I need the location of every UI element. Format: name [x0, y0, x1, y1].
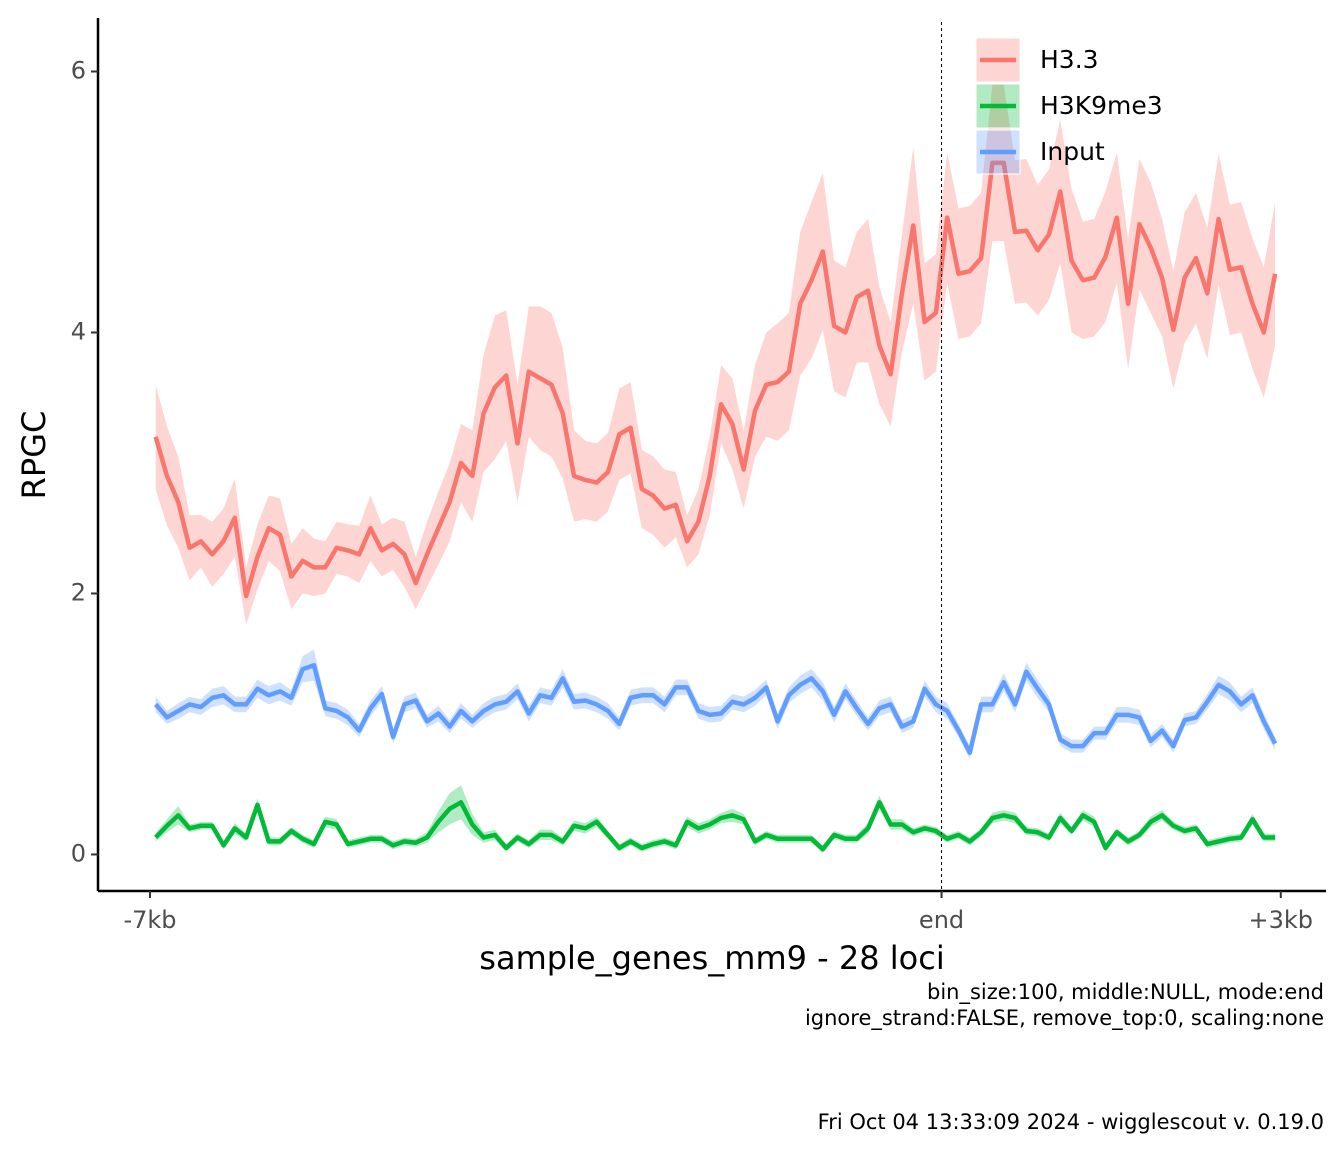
line — [154, 800, 1276, 852]
y-tick-label: 4 — [71, 317, 86, 345]
caption: bin_size:100, middle:NULL, mode:end — [927, 980, 1324, 1005]
legend-label: Input — [1040, 137, 1105, 166]
footer: Fri Oct 04 13:33:09 2024 - wigglescout v… — [818, 1110, 1324, 1134]
x-tick-label: end — [919, 906, 964, 934]
x-axis-label: sample_genes_mm9 - 28 loci — [479, 939, 944, 977]
x-tick-label: +3kb — [1249, 906, 1314, 934]
y-axis-label: RPGC — [15, 411, 53, 500]
y-tick-label: 2 — [71, 578, 86, 606]
caption: ignore_strand:FALSE, remove_top:0, scali… — [805, 1006, 1324, 1031]
legend-label: H3.3 — [1040, 45, 1099, 74]
legend-label: H3K9me3 — [1040, 91, 1163, 120]
ribbon — [155, 84, 1276, 625]
line — [153, 160, 1278, 599]
y-tick-label: 0 — [71, 839, 86, 867]
y-tick-label: 6 — [71, 57, 86, 85]
x-tick-label: -7kb — [123, 906, 176, 934]
line — [153, 662, 1278, 755]
